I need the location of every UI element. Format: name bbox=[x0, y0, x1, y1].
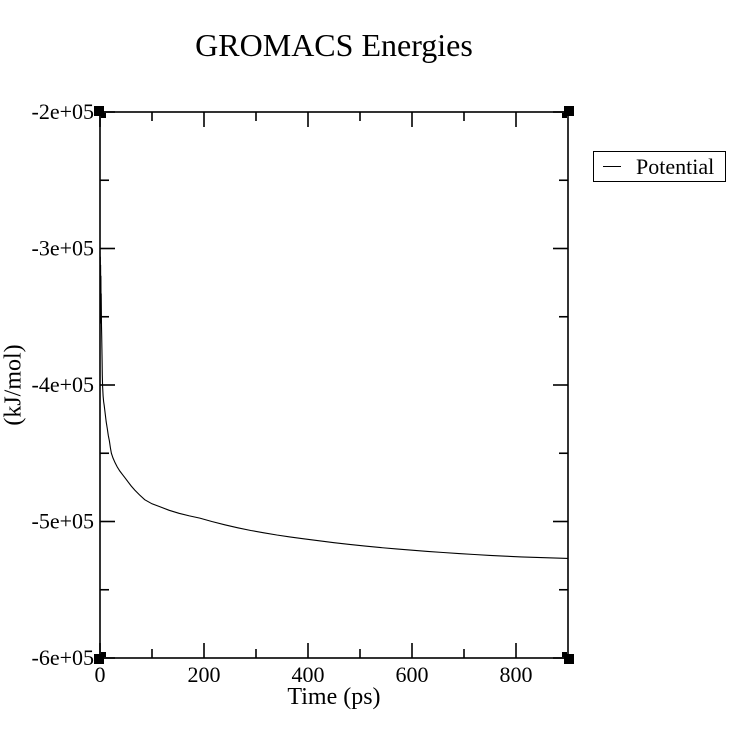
corner-marker bbox=[94, 106, 104, 116]
x-tick-label: 400 bbox=[292, 662, 325, 687]
plot-frame bbox=[99, 111, 569, 659]
potential-curve bbox=[99, 251, 569, 559]
x-tick-label: 800 bbox=[500, 662, 533, 687]
y-tick-label: -5e+05 bbox=[32, 509, 95, 534]
chart-title: GROMACS Energies bbox=[195, 27, 473, 63]
corner-marker bbox=[564, 654, 574, 664]
y-tick-label: -6e+05 bbox=[32, 645, 95, 670]
x-tick-label: 0 bbox=[95, 662, 106, 687]
legend-label: Potential bbox=[636, 153, 715, 179]
corner-marker-inner bbox=[101, 652, 106, 657]
y-tick-label: -2e+05 bbox=[32, 99, 95, 124]
corner-marker-inner bbox=[101, 113, 106, 118]
corner-marker-inner bbox=[562, 652, 567, 657]
y-tick-label: -3e+05 bbox=[32, 236, 95, 261]
y-tick-label: -4e+05 bbox=[32, 372, 95, 397]
x-tick-label: 200 bbox=[188, 662, 221, 687]
corner-marker-inner bbox=[562, 113, 567, 118]
corner-marker bbox=[94, 654, 104, 664]
legend-line-icon bbox=[603, 166, 621, 167]
x-tick-label: 600 bbox=[396, 662, 429, 687]
legend: Potential bbox=[593, 151, 727, 182]
x-axis-label: Time (ps) bbox=[287, 684, 381, 710]
corner-marker bbox=[564, 106, 574, 116]
